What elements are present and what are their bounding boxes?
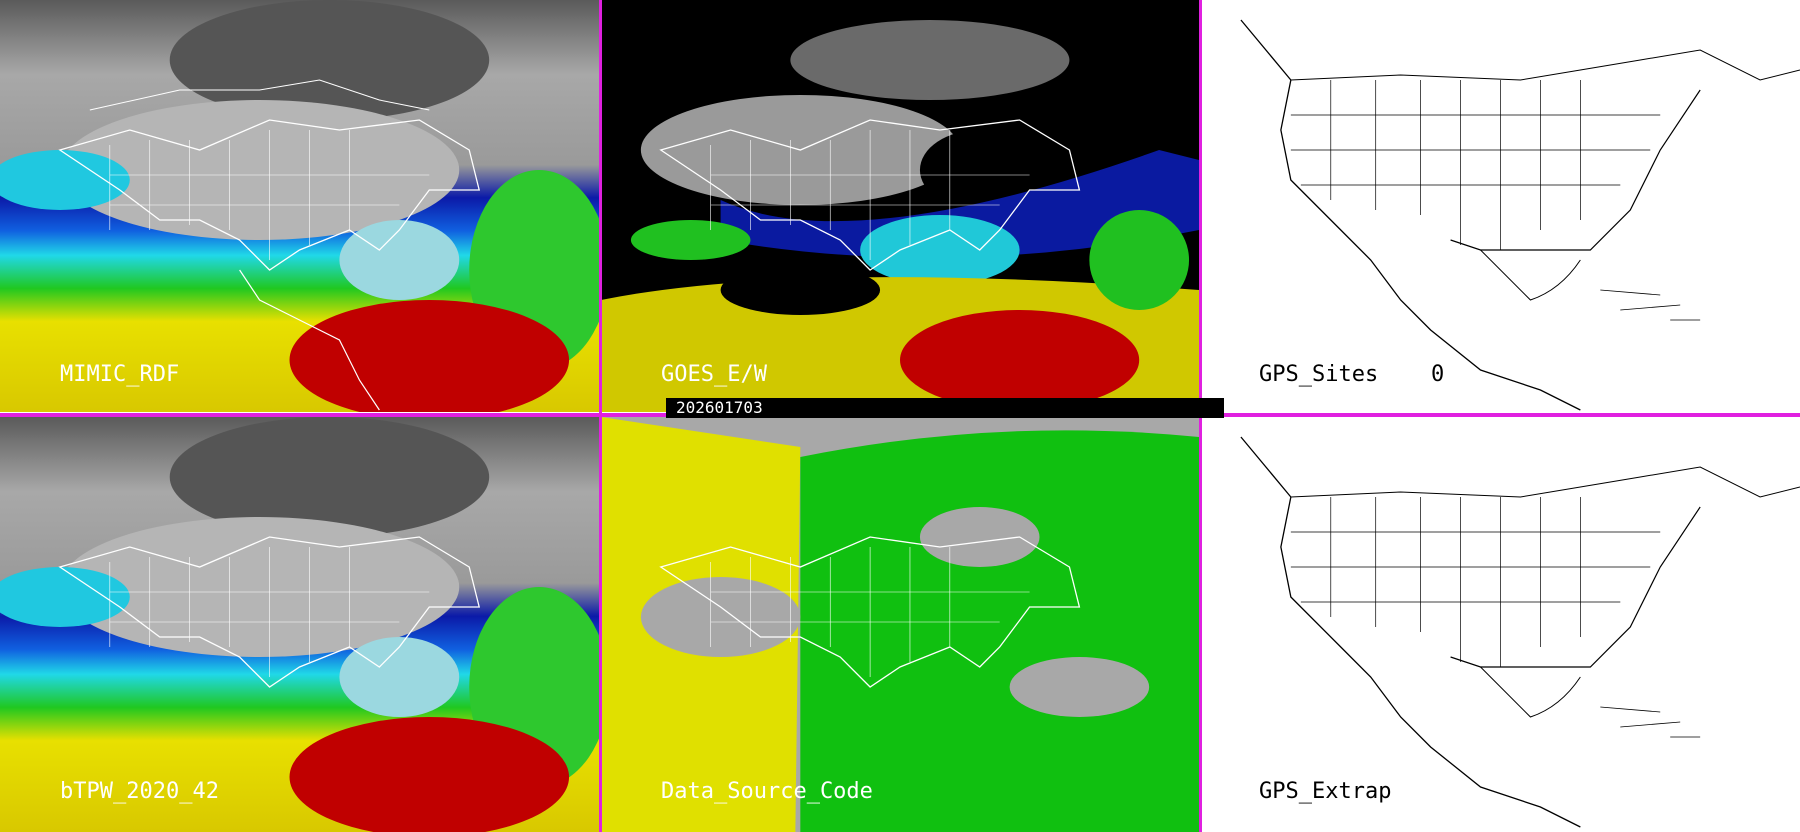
panel-gps-sites: GPS_Sites 0	[1201, 0, 1800, 412]
gps-sites-count: 0	[1431, 362, 1445, 387]
gps-extrap-label: GPS_Extrap	[1259, 779, 1392, 804]
mimic-label: MIMIC_RDF	[60, 362, 180, 387]
tpw-map-btpw	[0, 417, 599, 832]
panel-mimic-rdf: MIMIC_RDF	[0, 0, 599, 412]
gps-sites-label: GPS_Sites	[1259, 362, 1379, 387]
panel-btpw: bTPW_2020_42	[0, 417, 599, 832]
goes-map	[601, 0, 1199, 412]
data-source-map	[601, 417, 1199, 832]
tpw-map-mimic	[0, 0, 599, 412]
data-source-label: Data_Source_Code	[661, 779, 873, 804]
goes-label: GOES_E/W	[661, 362, 767, 387]
panel-goes-ew: GOES_E/W	[601, 0, 1199, 412]
btpw-label: bTPW_2020_42	[60, 779, 219, 804]
gps-extrap-map	[1240, 436, 1800, 828]
panel-data-source: Data_Source_Code	[601, 417, 1199, 832]
panel-gps-extrap: GPS_Extrap	[1201, 417, 1800, 832]
gps-sites-map	[1240, 19, 1800, 411]
timestamp-bar: 202601703	[666, 398, 1224, 418]
